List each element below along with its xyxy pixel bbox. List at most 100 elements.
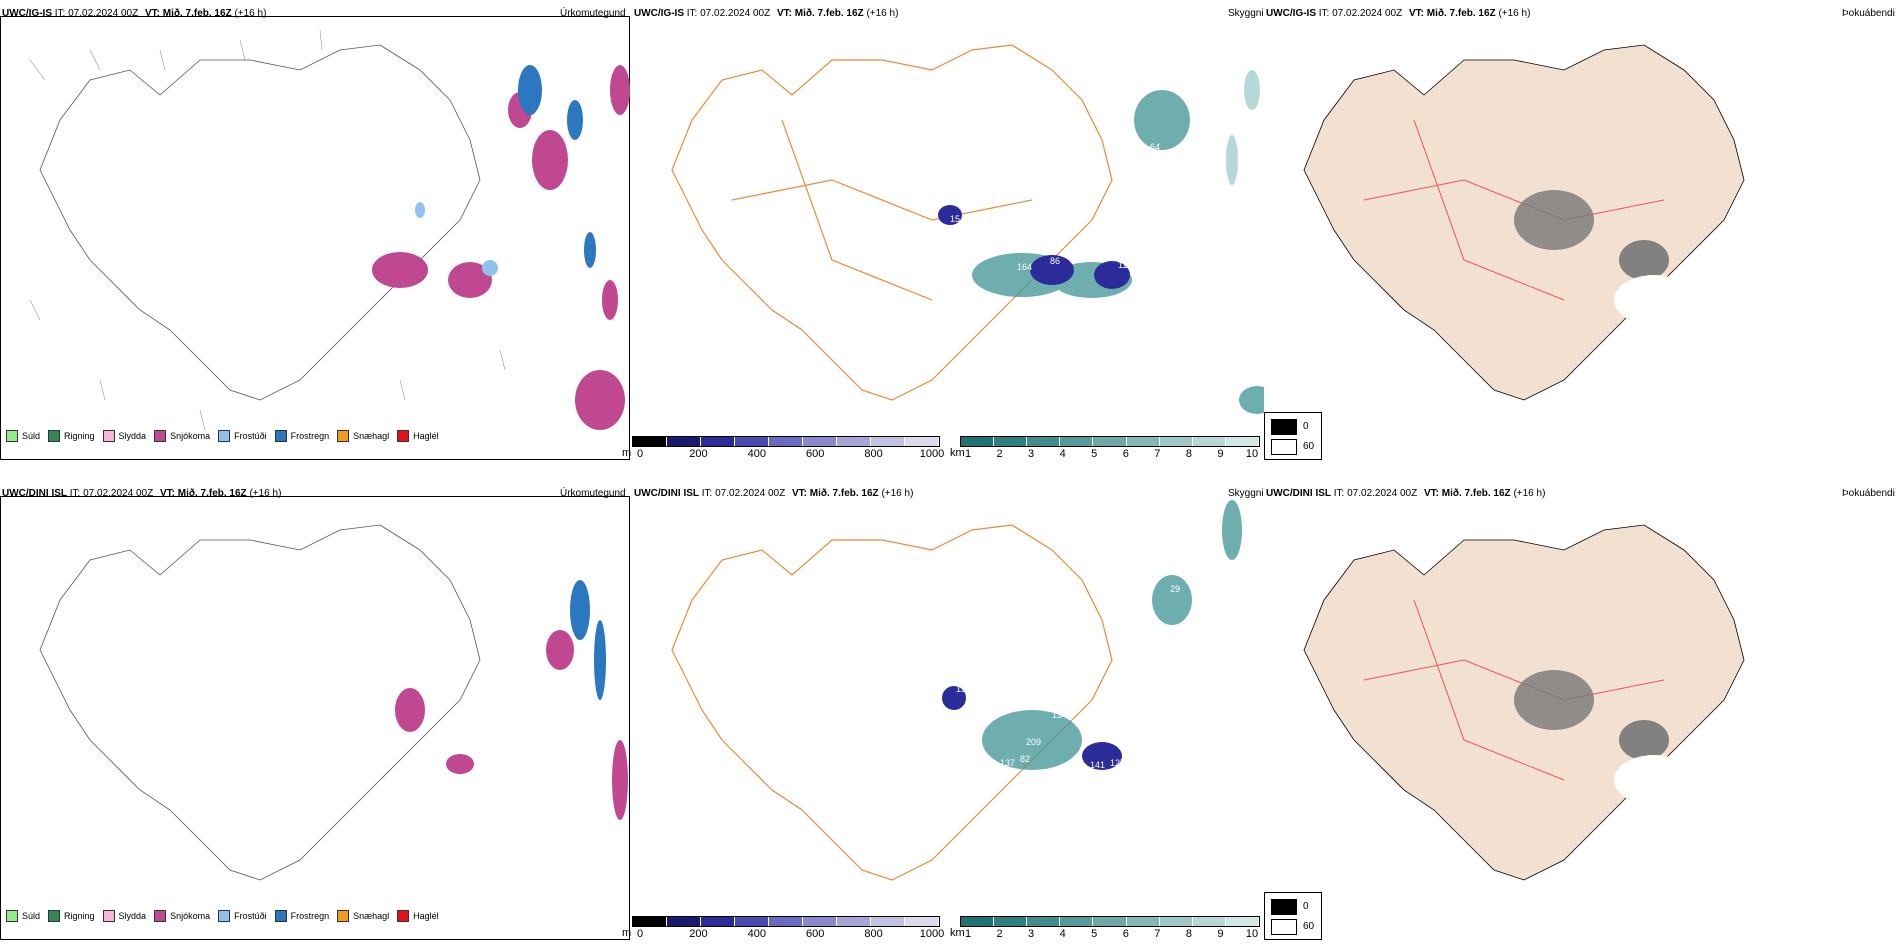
panel-title: UWC/IG-IS IT: 07.02.2024 00Z VT: Mið. 7.… [634,8,898,19]
colorbar-tick: 800 [864,928,883,940]
colorbar-tick: 2 [996,928,1003,940]
fog-max-swatch [1271,899,1297,915]
colorbar-tick: 9 [1217,448,1224,460]
colorbar-tick: 3 [1028,928,1035,940]
colorbar-segment [769,917,803,926]
legend-swatch [218,910,231,922]
legend-label: Súld [22,911,41,921]
colorbar-segment [1060,917,1094,926]
legend-swatch [218,430,231,442]
colorbar-segment [837,437,871,446]
ceiling-value-label: 127 [1110,758,1125,768]
panel-title: UWC/IG-IS IT: 07.02.2024 00Z VT: Mið. 7.… [1266,8,1530,19]
it-value: 07.02.2024 00Z [68,8,139,19]
lead-time: (+16 h) [866,8,899,19]
colorbar-segment [701,917,735,926]
lead-time: (+16 h) [881,488,914,499]
colorbar-segment [633,917,667,926]
legend-swatch [154,910,167,922]
colorbar-segment [1225,437,1259,446]
model-name: UWC/IG-IS [1266,8,1316,19]
colorbar-segment [1126,437,1160,446]
legend-item: Frostúði [218,910,267,922]
legend-label: Frostúði [234,431,267,441]
legend-item: Snæhagl [337,910,389,922]
ceiling-value-label: 121 [1046,234,1061,244]
ceiling-value-label: 111 [1118,260,1132,270]
colorbar-segment [769,437,803,446]
model-name: UWC/DINI ISL [1266,488,1331,499]
colorbar-tick: 6 [1122,928,1129,940]
colorbar-tick: 600 [806,928,825,940]
vt-value: Mið. 7.feb. 16Z [1441,488,1511,499]
colorbar-segment [803,917,837,926]
ceiling-value-label: 101 [1028,230,1043,240]
precip-type-panel-igis: UWC/IG-IS IT: 07.02.2024 00Z VT: Mið. 7.… [0,0,632,460]
panel-title: UWC/IG-IS IT: 07.02.2024 00Z VT: Mið. 7.… [2,8,266,19]
model-name: UWC/DINI ISL [634,488,699,499]
vt-value: Mið. 7.feb. 16Z [162,8,232,19]
colorbar-segment [994,917,1028,926]
legend-label: Frostúði [234,911,267,921]
ceiling-value-label: 82 [1020,754,1030,764]
legend-label: Rigning [64,911,95,921]
it-value: 07.02.2024 00Z [1347,488,1418,499]
vt-label: VT: [144,8,160,19]
iceland-precip-map [29,29,630,431]
colorbar-tick: 4 [1059,448,1066,460]
vt-label: VT: [1408,8,1424,19]
colorbar-segment [905,437,939,446]
colorbar-segment [1126,917,1160,926]
ceiling-value-label: 76 [930,736,940,746]
colorbar-unit: m [622,927,632,939]
precip-type-legend: Súld Rigning Slydda Snjókoma Frostúði Frostre… [6,430,439,442]
legend-item: Frostúði [218,430,267,442]
legend-label: Frostregn [290,911,330,921]
ceiling-value-label: 164 [1017,262,1032,272]
colorbar-segment [961,917,995,926]
colorbar-unit: km [950,927,965,939]
field-name: Þokuábendi [1842,8,1895,19]
colorbar-segment [633,437,667,446]
vt-label: VT: [1423,488,1439,499]
lead-time: (+16 h) [1498,8,1531,19]
ceiling-value-label: 134 [1052,710,1067,720]
colorbar-tick: 200 [689,448,708,460]
map-frame [0,496,630,940]
fog-max-label: 0 [1303,421,1309,432]
colorbar-segment [1159,437,1193,446]
field-name: Þokuábendi [1842,488,1895,499]
legend-swatch [337,910,350,922]
colorbar-segment [1192,437,1226,446]
legend-label: Snjókoma [170,911,211,921]
fog-legend-box: 0 60 [1264,412,1322,460]
legend-label: Snæhagl [353,431,390,441]
field-name: Skyggni [1228,8,1264,19]
colorbar-tick: 0 [636,928,644,940]
colorbar-tick: 7 [1154,928,1161,940]
field-name: Úrkomutegund [560,8,626,19]
ceiling-value-label: 144 [1052,210,1067,220]
colorbar-segment [735,437,769,446]
legend-swatch [102,910,115,922]
legend-label: Haglél [413,911,439,921]
colorbar-tick: 1 [964,448,972,460]
ceiling-value-label: 15 [950,214,960,224]
colorbar-segment [1159,917,1193,926]
ceiling-value-label: 209 [1026,737,1041,747]
legend-label: Snjókoma [170,431,211,441]
colorbar-segment [1060,437,1094,446]
panel-title: UWC/DINI ISL IT: 07.02.2024 00Z VT: Mið.… [2,488,281,499]
ceiling-value-label: 141 [1090,760,1105,770]
visibility-colorbar: 1 2 3 4 5 6 7 8 9 10 km [950,436,1260,462]
legend-item: Snæhagl [337,430,389,442]
fog-index-panel-igis: UWC/IG-IS IT: 07.02.2024 00Z VT: Mið. 7.… [1264,0,1896,448]
visibility-colorbar: 1 2 3 4 5 6 7 8 9 10 km [950,916,1260,942]
legend-swatch [337,430,350,442]
colorbar-tick: 8 [1185,448,1192,460]
iceland-fog-map [1303,44,1745,401]
fog-index-panel-dini: UWC/DINI ISL IT: 07.02.2024 00Z VT: Mið.… [1264,480,1896,928]
ceiling-value-label: 64 [1150,142,1160,152]
legend-swatch [48,430,61,442]
colorbar-tick: 200 [689,928,708,940]
